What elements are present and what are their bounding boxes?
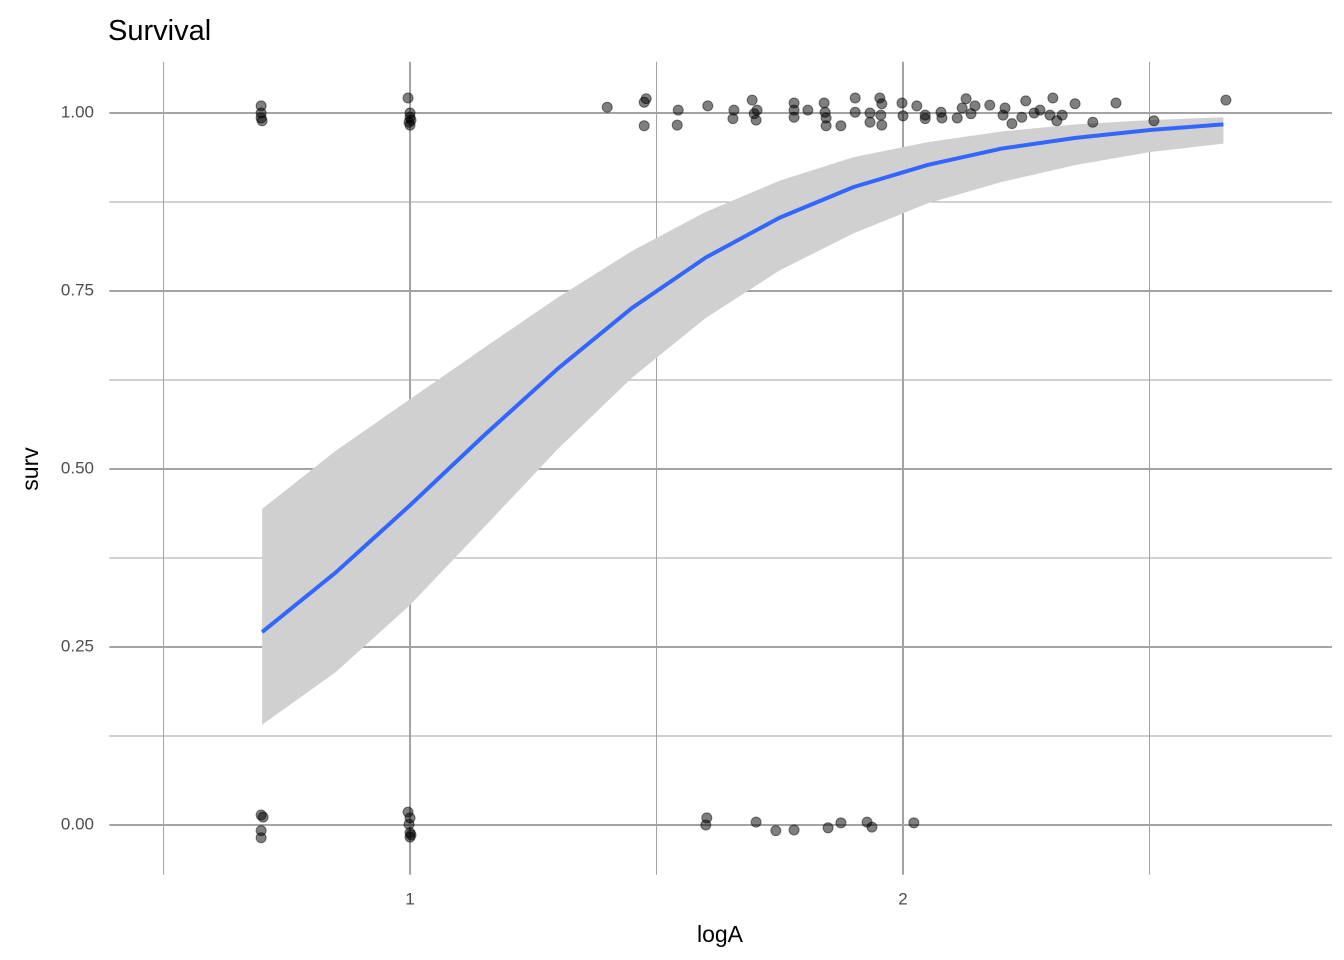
- point: [770, 825, 782, 837]
- point: [1110, 97, 1122, 109]
- point: [849, 92, 861, 104]
- point: [897, 110, 909, 122]
- point: [402, 92, 414, 104]
- point: [936, 112, 948, 124]
- point: [956, 102, 968, 114]
- point: [969, 100, 981, 112]
- point: [951, 112, 963, 124]
- point: [1016, 111, 1028, 123]
- y-tick-label: 0.25: [61, 636, 94, 655]
- point: [1148, 115, 1160, 127]
- y-axis-title: surv: [17, 447, 43, 491]
- point: [750, 816, 762, 828]
- point: [919, 113, 931, 125]
- point: [1056, 109, 1068, 121]
- point: [1047, 92, 1059, 104]
- point: [960, 93, 972, 105]
- x-tick-label: 1: [405, 889, 414, 908]
- point: [875, 109, 887, 121]
- y-tick-label: 0.50: [61, 458, 94, 477]
- point: [601, 101, 613, 113]
- point: [835, 120, 847, 132]
- y-tick-label: 1.00: [61, 102, 94, 121]
- point: [911, 100, 923, 112]
- y-tick-label: 0.00: [61, 814, 94, 833]
- point: [1220, 94, 1232, 106]
- point: [746, 94, 758, 106]
- point: [896, 97, 908, 109]
- point: [820, 120, 832, 132]
- point: [788, 824, 800, 836]
- point: [638, 120, 650, 132]
- x-axis-title: logA: [697, 921, 744, 947]
- point: [788, 111, 800, 123]
- point: [405, 114, 417, 126]
- point: [1034, 104, 1046, 116]
- point: [405, 829, 417, 841]
- confidence-band: [262, 117, 1224, 725]
- point: [864, 107, 876, 119]
- point: [702, 100, 714, 112]
- point: [1087, 116, 1099, 128]
- point: [1020, 95, 1032, 107]
- point: [999, 102, 1011, 114]
- point: [727, 113, 739, 125]
- point: [849, 106, 861, 118]
- point: [864, 116, 876, 128]
- point: [876, 119, 888, 131]
- point: [257, 811, 269, 823]
- point: [818, 97, 830, 109]
- point: [822, 822, 834, 834]
- point: [672, 104, 684, 116]
- point: [256, 115, 268, 127]
- point: [835, 817, 847, 829]
- y-tick-label: 0.75: [61, 280, 94, 299]
- smooth-line: [260, 122, 1224, 634]
- chart-title: Survival: [108, 15, 211, 47]
- point: [700, 819, 712, 831]
- point: [802, 104, 814, 116]
- point: [866, 821, 878, 833]
- point: [1006, 118, 1018, 130]
- point: [1069, 98, 1081, 110]
- point: [876, 98, 888, 110]
- point: [255, 832, 267, 844]
- point: [750, 114, 762, 126]
- x-tick-label: 2: [898, 889, 907, 908]
- point: [908, 817, 920, 829]
- point: [671, 119, 683, 131]
- point: [640, 93, 652, 105]
- point: [984, 99, 996, 111]
